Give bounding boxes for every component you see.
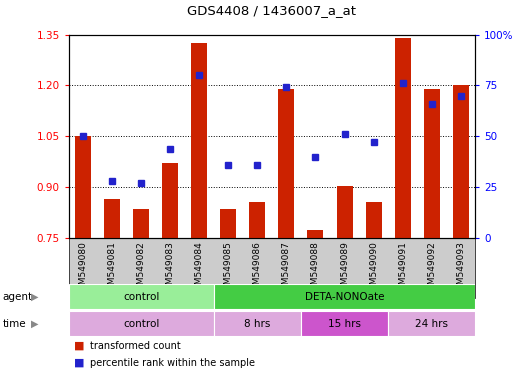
- Bar: [133, 209, 149, 238]
- Bar: [220, 209, 237, 238]
- Bar: [214, 311, 301, 336]
- Text: 15 hrs: 15 hrs: [328, 318, 361, 329]
- Bar: [214, 284, 475, 309]
- Text: percentile rank within the sample: percentile rank within the sample: [90, 358, 254, 368]
- Text: transformed count: transformed count: [90, 341, 181, 351]
- Bar: [452, 86, 469, 238]
- Bar: [249, 202, 266, 238]
- Bar: [307, 230, 324, 238]
- Bar: [423, 89, 440, 238]
- Bar: [388, 311, 475, 336]
- Bar: [191, 43, 208, 238]
- Bar: [69, 284, 214, 309]
- Bar: [278, 89, 295, 238]
- Bar: [104, 199, 120, 238]
- Bar: [162, 164, 178, 238]
- Bar: [394, 38, 411, 238]
- Text: ■: ■: [74, 341, 84, 351]
- Bar: [301, 311, 388, 336]
- Text: ■: ■: [74, 358, 84, 368]
- Text: DETA-NONOate: DETA-NONOate: [305, 291, 384, 302]
- Bar: [365, 202, 382, 238]
- Text: ▶: ▶: [31, 291, 38, 302]
- Bar: [75, 136, 91, 238]
- Text: control: control: [123, 291, 159, 302]
- Bar: [69, 311, 214, 336]
- Text: 24 hrs: 24 hrs: [415, 318, 448, 329]
- Text: agent: agent: [3, 291, 33, 302]
- Bar: [336, 185, 353, 238]
- Text: GDS4408 / 1436007_a_at: GDS4408 / 1436007_a_at: [187, 4, 356, 17]
- Text: 8 hrs: 8 hrs: [244, 318, 270, 329]
- Text: time: time: [3, 318, 26, 329]
- Text: ▶: ▶: [31, 318, 38, 329]
- Text: control: control: [123, 318, 159, 329]
